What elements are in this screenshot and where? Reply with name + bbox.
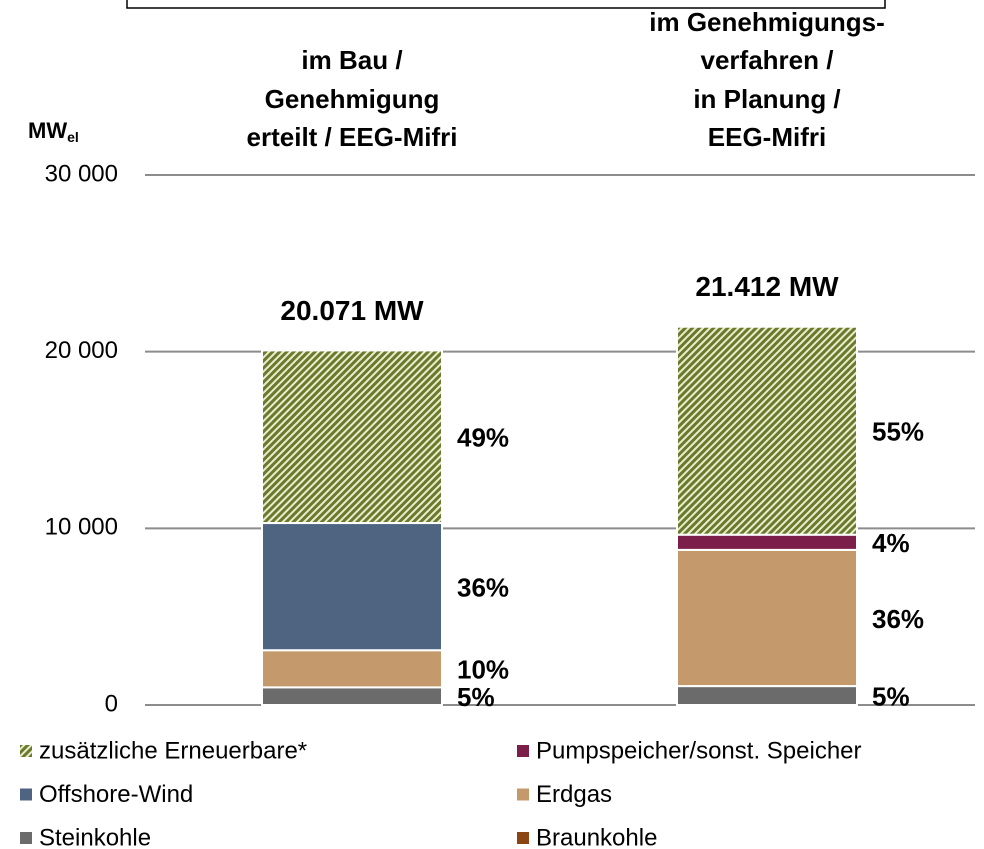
y-axis-label: MWel [28,118,79,145]
header-box [126,0,886,9]
total-label: 21.412 MW [695,271,839,302]
y-tick-label: 20 000 [45,337,118,364]
legend-swatch [20,788,32,801]
category-label: im Genehmigungs- [649,7,884,37]
share-label: 10% [457,655,509,685]
category-label: im Bau / [301,45,402,75]
legend-swatch [20,832,32,844]
legend-swatch [517,745,529,757]
legend-label: zusätzliche Erneuerbare* [39,737,307,764]
category-label: EEG-Mifri [708,122,826,152]
category-label: in Planung / [693,84,840,114]
legend-label: Erdgas [536,781,612,808]
legend-label: Offshore-Wind [39,781,193,808]
legend-label: Braunkohle [536,824,657,849]
y-tick-label: 10 000 [45,514,118,541]
y-tick-label: 0 [105,690,118,717]
share-label: 36% [872,604,924,634]
y-label-main: MW [28,118,67,143]
legend-swatch [517,832,529,844]
share-label: 5% [457,682,495,712]
bar-segment [676,533,858,551]
bar-segment [261,649,443,689]
legend-label: Steinkohle [39,824,151,849]
bar-segment [261,522,443,652]
y-tick-label: 30 000 [45,160,118,187]
bar-segment [676,325,858,536]
legend-swatch [517,788,529,801]
bar-segment [261,686,443,706]
category-label: verfahren / [701,45,834,75]
category-label: Genehmigung [265,84,440,114]
category-label: erteilt / EEG-Mifri [247,122,458,152]
share-label: 4% [872,528,910,558]
total-label: 20.071 MW [280,295,424,326]
bar-segment [676,548,858,688]
legend-swatch [20,745,32,757]
bar-segment [676,685,858,707]
y-label-sub: el [67,129,79,145]
legend-label: Pumpspeicher/sonst. Speicher [536,737,862,764]
share-label: 49% [457,423,509,453]
share-label: 5% [872,681,910,711]
share-label: 36% [457,573,509,603]
share-label: 55% [872,417,924,447]
bar-segment [261,349,443,525]
